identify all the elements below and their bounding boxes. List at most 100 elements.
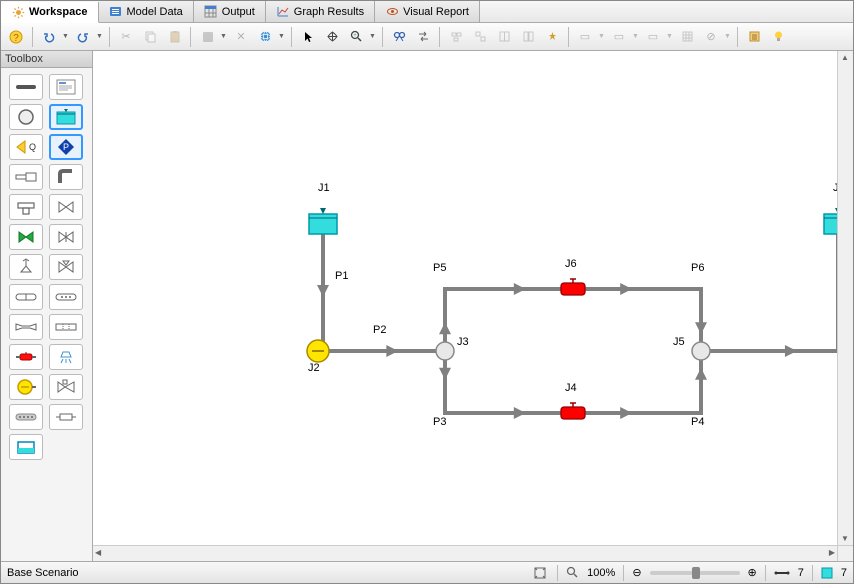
model-icon [109,5,123,19]
horizontal-scrollbar[interactable] [93,545,837,561]
svg-text:?: ? [13,33,19,44]
junction-count-icon [821,567,833,579]
junction-J7[interactable] [824,208,837,234]
paste-button[interactable] [163,26,185,48]
props-button[interactable] [743,26,765,48]
junction-J4[interactable] [561,403,585,419]
scroll-corner [837,545,853,561]
tool-compressor[interactable] [49,374,83,400]
tool-tee[interactable] [9,194,43,220]
tool-relief-valve[interactable] [9,254,43,280]
graph-icon [276,5,290,19]
swap-button[interactable] [412,26,434,48]
tool-screen[interactable] [49,284,83,310]
tool-bend[interactable] [49,164,83,190]
svg-text:P5: P5 [433,262,446,274]
redo-button[interactable] [72,26,94,48]
zoom-value: 100% [587,567,615,579]
tab-label: Graph Results [294,6,364,18]
tool-tank[interactable] [9,434,43,460]
tool-three-way[interactable] [49,254,83,280]
tab-graph-results[interactable]: Graph Results [266,1,375,22]
tool-orifice[interactable] [9,284,43,310]
find-button[interactable] [388,26,410,48]
junction-J5[interactable] [692,342,710,360]
svg-text:P4: P4 [691,416,704,428]
tool-area-change[interactable] [9,164,43,190]
junction-J6[interactable] [561,279,585,295]
tab-label: Model Data [127,6,183,18]
special-button[interactable] [541,26,563,48]
tool-assigned-pressure[interactable]: P [49,134,83,160]
tool-spray[interactable] [49,344,83,370]
svg-text:P1: P1 [335,270,348,282]
svg-text:P: P [62,142,68,152]
pipe-count: 7 [798,567,804,579]
tool-separator[interactable] [49,404,83,430]
tab-model-data[interactable]: Model Data [99,1,194,22]
fit-icon[interactable] [531,564,549,582]
svg-text:J6: J6 [565,258,577,270]
tool-valve2[interactable] [49,224,83,250]
tool-check-valve[interactable] [9,224,43,250]
svg-text:+: + [353,33,357,39]
zoom-in-button[interactable]: ⊕ [748,566,757,579]
bulb-icon[interactable] [767,26,789,48]
workspace-canvas[interactable]: P1P2P3P4P5P6P7J1J2J3J4J5J6J7 [93,51,837,545]
cut-button[interactable]: ✂ [115,26,137,48]
junction-J1[interactable] [309,208,337,234]
delete-button[interactable]: ✕ [230,26,252,48]
zoom-button[interactable]: + [345,26,367,48]
svg-text:J1: J1 [318,182,330,194]
align2-button[interactable]: ▭ [608,26,630,48]
layout4-button[interactable] [517,26,539,48]
tool-pipe[interactable] [9,74,43,100]
tool-annotation[interactable] [49,74,83,100]
zoom-icon [566,566,579,579]
gear-icon [11,5,25,19]
copy-button[interactable] [139,26,161,48]
tool-general[interactable] [49,314,83,340]
tab-label: Workspace [29,6,88,18]
zoom-out-button[interactable]: ⊖ [632,566,641,579]
eye-icon [385,5,399,19]
save-button[interactable] [196,26,218,48]
tool-valve1[interactable] [49,194,83,220]
layout1-button[interactable] [445,26,467,48]
tab-label: Visual Report [403,6,469,18]
junction-J2[interactable] [307,340,334,362]
align1-button[interactable]: ▭ [574,26,596,48]
align3-button[interactable]: ▭ [642,26,664,48]
layout3-button[interactable] [493,26,515,48]
layout2-button[interactable] [469,26,491,48]
svg-text:J5: J5 [673,336,685,348]
globe-button[interactable] [254,26,276,48]
zoom-slider[interactable] [650,571,740,575]
tool-assigned-flow[interactable]: Q [9,134,43,160]
svg-text:J4: J4 [565,382,577,394]
tab-visual-report[interactable]: Visual Report [375,1,480,22]
tool-pump[interactable] [9,374,43,400]
toolbox-title: Toolbox [1,51,92,68]
grid-button[interactable] [676,26,698,48]
tool-venturi[interactable] [9,314,43,340]
status-bar: Base Scenario 100% ⊖ ⊕ 7 7 [1,561,853,583]
tool-heat-ex[interactable] [9,404,43,430]
svg-text:P2: P2 [373,324,386,336]
settings-button[interactable]: ⊘ [700,26,722,48]
tab-workspace[interactable]: Workspace [1,2,99,23]
tool-control-valve[interactable] [9,344,43,370]
vertical-scrollbar[interactable] [837,51,853,545]
tab-bar: Workspace Model Data Output Graph Result… [1,1,853,23]
pan-button[interactable] [321,26,343,48]
tool-branch[interactable] [9,104,43,130]
help-icon[interactable]: ? [5,26,27,48]
pointer-button[interactable] [297,26,319,48]
undo-button[interactable] [38,26,60,48]
tool-reservoir[interactable] [49,104,83,130]
tab-output[interactable]: Output [194,1,266,22]
svg-text:J3: J3 [457,336,469,348]
junction-J3[interactable] [436,342,454,360]
pipe-count-icon [774,569,790,577]
svg-text:Q: Q [29,142,36,152]
